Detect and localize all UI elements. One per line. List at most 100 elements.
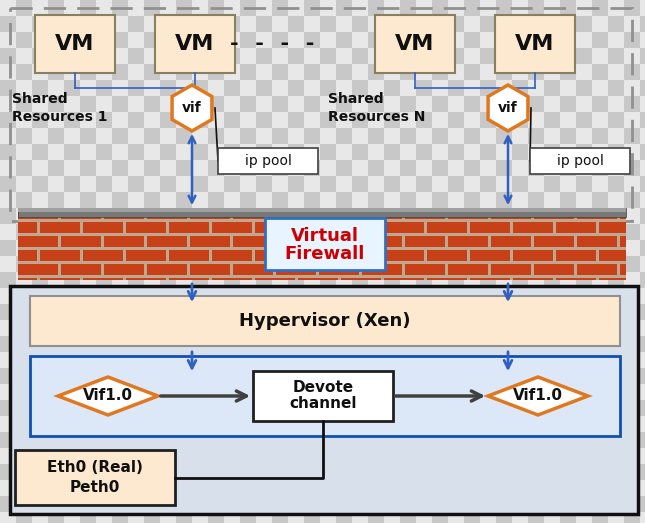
Bar (256, 496, 272, 512)
Bar (176, 352, 192, 368)
Bar (48, 288, 64, 304)
Bar (96, 224, 112, 240)
Bar (432, 224, 448, 240)
Bar (208, 304, 224, 320)
Bar (624, 336, 640, 352)
Bar (272, 352, 288, 368)
Bar (32, 432, 48, 448)
Bar (544, 176, 560, 192)
Bar (384, 208, 400, 224)
Bar (176, 416, 192, 432)
Bar (212, 278, 252, 280)
Bar (112, 112, 128, 128)
Bar (192, 416, 208, 432)
Bar (64, 176, 80, 192)
Bar (240, 208, 256, 224)
Bar (80, 144, 96, 160)
Bar (496, 288, 512, 304)
Bar (192, 64, 208, 80)
Bar (32, 112, 48, 128)
Bar (512, 256, 528, 272)
Bar (464, 240, 480, 256)
Bar (576, 208, 592, 224)
Bar (64, 432, 80, 448)
Bar (480, 320, 496, 336)
Bar (39, 278, 79, 280)
Bar (256, 304, 272, 320)
Bar (288, 496, 304, 512)
Bar (272, 432, 288, 448)
Bar (112, 208, 128, 224)
Bar (544, 240, 560, 256)
Bar (80, 480, 96, 496)
Bar (192, 208, 208, 224)
Bar (352, 0, 368, 16)
Bar (64, 208, 80, 224)
Bar (352, 400, 368, 416)
Bar (112, 32, 128, 48)
Bar (288, 224, 304, 240)
Bar (208, 176, 224, 192)
Bar (224, 464, 240, 480)
Bar (176, 288, 192, 304)
Bar (160, 32, 176, 48)
Bar (528, 112, 544, 128)
Bar (96, 0, 112, 16)
Bar (83, 222, 123, 233)
Bar (80, 256, 96, 272)
Bar (576, 288, 592, 304)
Bar (624, 96, 640, 112)
Bar (368, 96, 384, 112)
Bar (384, 256, 400, 272)
Bar (352, 96, 368, 112)
Bar (297, 250, 337, 261)
Bar (208, 464, 224, 480)
Bar (112, 336, 128, 352)
Bar (577, 264, 617, 275)
Bar (224, 224, 240, 240)
Bar (336, 16, 352, 32)
Bar (496, 368, 512, 384)
Bar (240, 272, 256, 288)
Bar (624, 144, 640, 160)
Bar (400, 80, 416, 96)
Bar (496, 416, 512, 432)
Bar (0, 16, 16, 32)
Polygon shape (488, 85, 528, 131)
Bar (128, 400, 144, 416)
Bar (128, 128, 144, 144)
Bar (224, 112, 240, 128)
Bar (144, 80, 160, 96)
Bar (256, 464, 272, 480)
Bar (448, 32, 464, 48)
Bar (160, 176, 176, 192)
Bar (48, 192, 64, 208)
Bar (96, 496, 112, 512)
Bar (400, 400, 416, 416)
Bar (528, 384, 544, 400)
Bar (272, 48, 288, 64)
Bar (288, 240, 304, 256)
Bar (480, 464, 496, 480)
Bar (608, 96, 624, 112)
Bar (608, 80, 624, 96)
Bar (624, 320, 640, 336)
Bar (272, 144, 288, 160)
Bar (16, 208, 32, 224)
Bar (272, 176, 288, 192)
Bar (400, 416, 416, 432)
Bar (416, 32, 432, 48)
Bar (640, 272, 645, 288)
Bar (144, 224, 160, 240)
Bar (112, 0, 128, 16)
Bar (608, 384, 624, 400)
Bar (16, 320, 32, 336)
Bar (624, 400, 640, 416)
Bar (480, 144, 496, 160)
Bar (224, 320, 240, 336)
Bar (304, 400, 320, 416)
Bar (416, 512, 432, 523)
Bar (368, 288, 384, 304)
Bar (176, 368, 192, 384)
Bar (288, 256, 304, 272)
